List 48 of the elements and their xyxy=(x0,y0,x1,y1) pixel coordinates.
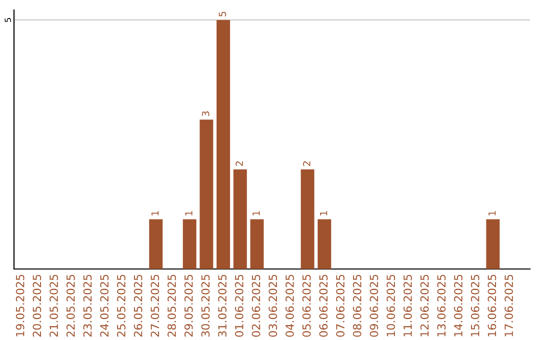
bar xyxy=(250,219,264,269)
x-tick-label: 04.06.2025 xyxy=(286,274,294,337)
x-tick-label: 08.06.2025 xyxy=(352,274,362,337)
bar xyxy=(486,219,500,269)
x-tick-label: 02.06.2025 xyxy=(252,274,260,337)
bar xyxy=(149,219,163,269)
data-label: 1 xyxy=(185,211,192,216)
data-label: 2 xyxy=(236,161,243,166)
x-tick-label: 23.05.2025 xyxy=(83,274,92,337)
x-tick-label: 31.05.2025 xyxy=(218,274,227,337)
data-label: 2 xyxy=(303,161,310,166)
x-tick-label: 09.06.2025 xyxy=(370,274,378,337)
x-tick-label: 11.06.2025 xyxy=(403,274,412,336)
data-label: 1 xyxy=(488,211,496,216)
x-tick-label: 01.06.2025 xyxy=(234,274,244,337)
x-tick-label: 27.05.2025 xyxy=(150,274,160,337)
x-tick-label: 16.06.2025 xyxy=(488,274,496,336)
x-tick-label: 20.05.2025 xyxy=(32,274,42,337)
bar xyxy=(200,120,214,269)
data-label: 1 xyxy=(151,211,159,216)
x-tick-label: 21.05.2025 xyxy=(50,274,58,337)
bar xyxy=(233,169,247,269)
x-tick-label: 28.05.2025 xyxy=(168,274,176,337)
x-tick-label: 26.05.2025 xyxy=(134,274,142,337)
bar xyxy=(300,169,314,269)
data-label: 1 xyxy=(320,211,328,216)
x-tick-label: 22.05.2025 xyxy=(66,274,75,337)
x-tick-label: 24.05.2025 xyxy=(100,274,109,337)
x-tick-label: 25.05.2025 xyxy=(117,274,126,337)
x-tick-label: 06.06.2025 xyxy=(319,274,328,337)
x-tick-label: 07.06.2025 xyxy=(336,274,344,337)
x-tick-label: 12.06.2025 xyxy=(420,274,429,336)
x-tick-label: 15.06.2025 xyxy=(470,274,480,336)
x-tick-label: 03.06.2025 xyxy=(268,274,278,337)
x-tick-label: 30.05.2025 xyxy=(201,274,210,337)
data-label: 1 xyxy=(252,211,260,216)
x-tick-label: 14.06.2025 xyxy=(454,274,462,336)
x-tick-label: 17.06.2025 xyxy=(504,274,513,336)
bar xyxy=(216,20,230,269)
bar xyxy=(318,219,332,269)
x-tick-label: 05.06.2025 xyxy=(302,274,311,337)
x-tick-label: 19.05.2025 xyxy=(16,274,24,336)
bar xyxy=(182,219,196,269)
data-label: 3 xyxy=(202,111,210,116)
data-label: 5 xyxy=(218,12,226,16)
x-tick-label: 29.05.2025 xyxy=(184,274,193,337)
x-tick-label: 10.06.2025 xyxy=(386,274,396,336)
x-tick-label: 13.06.2025 xyxy=(437,274,446,336)
